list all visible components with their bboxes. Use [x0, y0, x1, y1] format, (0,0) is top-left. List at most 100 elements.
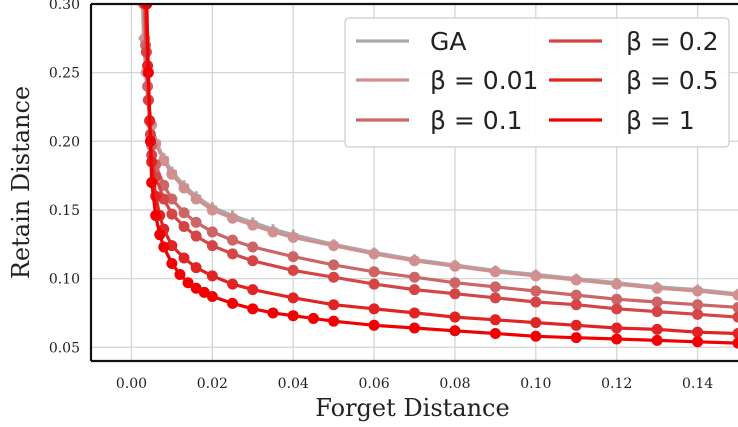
data-point [368, 303, 380, 315]
data-point [692, 308, 704, 320]
data-point [611, 322, 623, 334]
data-point [570, 289, 582, 301]
data-point [409, 307, 420, 319]
data-point [190, 230, 202, 242]
data-point [287, 292, 299, 304]
data-point [267, 307, 279, 319]
x-tick-label: 0.02 [197, 376, 228, 392]
data-point [247, 219, 259, 231]
data-point [247, 241, 259, 253]
x-tick-label: 0.06 [358, 376, 389, 392]
data-point [692, 336, 704, 348]
legend-item: β = 1 [549, 106, 695, 135]
data-point [570, 299, 582, 311]
x-tick-label: 0.04 [278, 376, 309, 392]
data-point [651, 323, 663, 335]
data-point [732, 311, 738, 323]
data-point [287, 251, 299, 263]
data-point [154, 229, 166, 241]
y-tick-label: 0.15 [49, 203, 80, 219]
plot-area [137, 4, 738, 349]
data-point [489, 292, 501, 304]
data-point [166, 258, 178, 270]
data-point [368, 278, 380, 290]
data-point [530, 317, 542, 329]
data-point [227, 278, 239, 290]
legend-item: β = 0.5 [549, 66, 719, 95]
data-point [732, 301, 738, 313]
series-5 [141, 4, 738, 349]
data-point [732, 328, 738, 340]
y-tick-label: 0.25 [49, 66, 80, 82]
y-tick-label: 0.20 [49, 134, 80, 150]
legend: GA β = 0.01 β = 0.1 β = 0.2 β = 0.5 β = 1 [344, 17, 730, 148]
data-point [489, 266, 501, 278]
data-point [206, 270, 218, 282]
data-point [611, 293, 623, 305]
data-point [651, 306, 663, 318]
data-point [190, 216, 202, 228]
data-point [732, 289, 738, 301]
legend-item: GA [356, 27, 466, 56]
data-point [206, 240, 218, 252]
legend-label: β = 0.2 [626, 27, 719, 56]
data-point [409, 271, 420, 283]
data-point [178, 207, 190, 219]
y-tick-label: 0.10 [49, 272, 80, 288]
data-point [178, 182, 190, 194]
x-tick-label: 0.10 [520, 376, 551, 392]
data-point [570, 319, 582, 331]
data-point [247, 255, 259, 267]
data-point [190, 282, 202, 294]
data-point [287, 231, 299, 243]
data-point [227, 248, 239, 260]
data-point [227, 212, 239, 224]
data-point [178, 220, 190, 232]
legend-item: β = 0.1 [356, 106, 523, 135]
legend-label: β = 0.1 [430, 106, 523, 135]
data-point [368, 248, 380, 260]
data-point [489, 314, 501, 326]
data-point [178, 252, 190, 264]
data-point [409, 284, 420, 296]
x-axis-label: Forget Distance [315, 394, 509, 422]
data-point [449, 311, 461, 323]
data-point [198, 286, 210, 298]
data-point [206, 290, 218, 302]
data-point [158, 241, 170, 253]
data-point [174, 268, 186, 280]
data-point [328, 315, 340, 327]
legend-label: GA [430, 27, 466, 56]
data-point [328, 240, 340, 252]
y-axis-label: Retain Distance [7, 86, 35, 279]
data-point [611, 278, 623, 290]
data-point [651, 296, 663, 308]
data-point [287, 264, 299, 276]
data-point [449, 325, 461, 337]
x-tick-label: 0.12 [601, 376, 632, 392]
data-point [267, 226, 279, 238]
data-point [307, 312, 319, 324]
data-point [141, 4, 153, 10]
data-point [287, 310, 299, 322]
data-point [570, 332, 582, 344]
data-point [611, 333, 623, 345]
data-point [328, 299, 340, 311]
data-point [449, 277, 461, 289]
data-point [489, 328, 501, 340]
data-point [190, 193, 202, 205]
data-point [368, 319, 380, 331]
data-point [530, 330, 542, 342]
data-point [144, 135, 156, 147]
y-tick-label: 0.05 [49, 340, 80, 356]
tick-labels: 0.00 0.02 0.04 0.06 0.08 0.10 0.12 0.14 0.05 0.10… [49, 0, 713, 392]
data-point [368, 266, 380, 278]
data-point [227, 297, 239, 309]
legend-label: β = 1 [626, 106, 695, 135]
data-point [328, 259, 340, 271]
data-point [611, 303, 623, 315]
data-point [158, 155, 170, 167]
legend-box [344, 17, 730, 148]
data-point [328, 271, 340, 283]
data-point [247, 284, 259, 296]
